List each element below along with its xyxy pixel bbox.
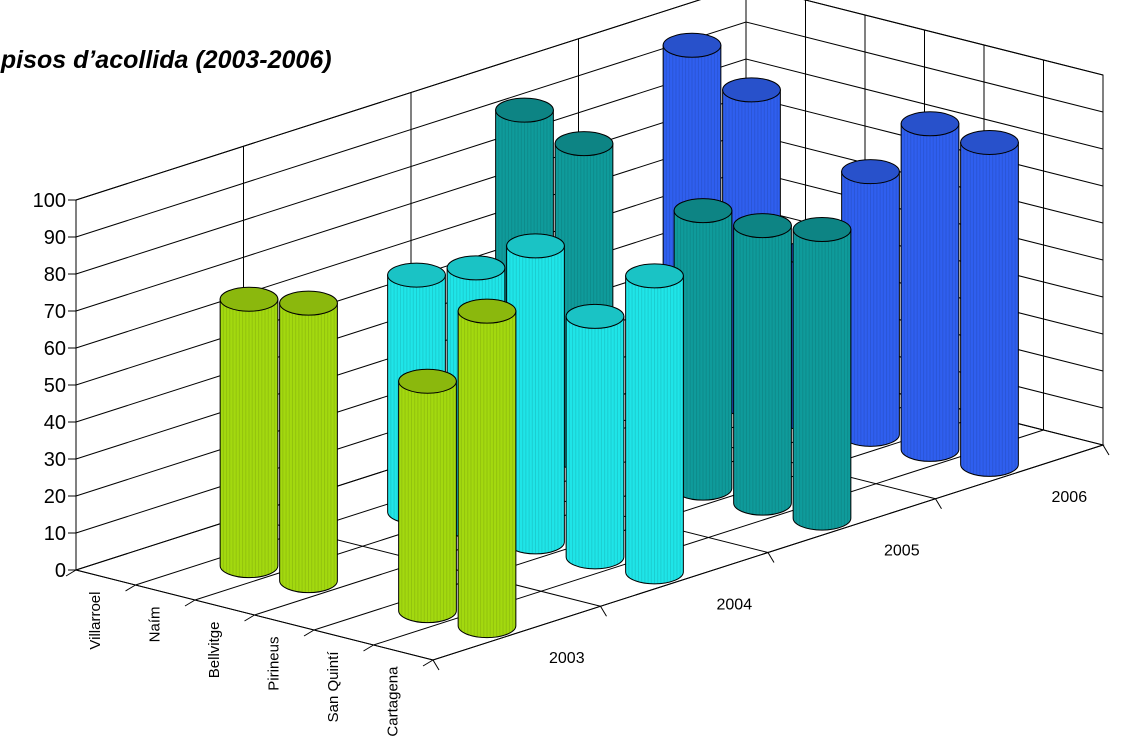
chart-cylinders	[219, 32, 1019, 639]
cylinder-2003-naim	[219, 286, 279, 579]
y-tick-label: 40	[44, 412, 66, 434]
cylinder-top	[792, 217, 852, 243]
depth-tick	[935, 498, 942, 510]
cylinder-2005-cartagena	[792, 217, 852, 531]
x-tick-label-bellvitge: Bellvitge	[206, 622, 223, 679]
cylinder-top	[722, 77, 781, 103]
cylinder-body	[733, 225, 792, 516]
y-tick-label: 60	[44, 338, 66, 360]
x-tick-label-villarroel: Villarroel	[87, 592, 104, 650]
cylinder-body	[625, 275, 684, 585]
chart-axis-labels: 0 10 20 30 40 50 60 70 80 90 100 Villarroel Naím Bell…	[33, 190, 1088, 737]
y-tick-label: 50	[44, 375, 66, 397]
x-tick-label-san-quinti: San Quintí	[325, 651, 342, 723]
cylinder-body	[398, 380, 457, 624]
cylinder-top	[565, 303, 625, 329]
cylinder-2005-san-quinti	[733, 213, 792, 516]
cylinder-top	[662, 32, 722, 58]
cylinder-top	[387, 262, 446, 288]
x-tick	[184, 599, 196, 607]
cylinder-top	[495, 97, 554, 123]
depth-tick	[600, 605, 607, 617]
y-tick-label: 0	[55, 560, 66, 582]
cylinder-top	[900, 111, 960, 137]
x-tick	[422, 659, 434, 667]
cylinder-2003-bellvitge	[279, 290, 338, 594]
cylinder-2006-san-quinti	[900, 111, 960, 462]
cylinder-2004-cartagena	[625, 263, 684, 585]
series-label-2005: 2005	[884, 543, 920, 560]
y-tick-label: 10	[44, 523, 66, 545]
cylinder-body	[960, 141, 1019, 477]
y-tick-label: 70	[44, 301, 66, 323]
y-tick-label: 30	[44, 449, 66, 471]
series-label-2006: 2006	[1052, 489, 1088, 506]
cylinder-body	[457, 310, 517, 639]
x-tick-label-naim: Naím	[146, 607, 163, 643]
cylinder-top	[398, 368, 457, 394]
x-tick	[65, 569, 77, 577]
cylinder-top	[279, 290, 338, 316]
series-label-2003: 2003	[549, 650, 585, 667]
depth-tick	[432, 659, 440, 671]
cylinder-top	[219, 286, 279, 312]
chart-title: s pisos d’acollida (2003-2006)	[0, 46, 332, 74]
y-tick-label: 90	[44, 227, 66, 249]
y-tick-label: 100	[33, 190, 66, 212]
y-tick-label: 20	[44, 486, 66, 508]
cylinder-top	[446, 255, 506, 281]
series-label-2004: 2004	[717, 596, 753, 613]
x-tick	[125, 584, 136, 592]
cylinder-top	[733, 213, 792, 239]
x-tick	[303, 629, 315, 637]
cylinder-top	[960, 129, 1019, 155]
cylinder-body	[219, 298, 279, 579]
cylinder-top	[841, 159, 900, 185]
cylinder-2006-cartagena	[960, 129, 1019, 477]
y-tick-label: 80	[44, 264, 66, 286]
cylinder-top	[625, 263, 684, 289]
cylinder-body	[792, 229, 852, 531]
x-tick-label-cartagena: Cartagena	[384, 666, 401, 737]
cylinder-body	[565, 315, 625, 570]
x-tick	[363, 644, 374, 652]
cylinder-top	[506, 233, 565, 259]
x-tick	[244, 614, 255, 622]
cylinder-top	[457, 298, 517, 324]
cylinder-2003-cartagena	[457, 298, 517, 639]
depth-tick	[767, 552, 775, 563]
x-tick-label-pirineus: Pirineus	[265, 637, 282, 691]
cylinder-body	[900, 123, 960, 462]
cylinder-2004-san-quinti	[565, 303, 625, 570]
cylinder-body	[279, 302, 338, 594]
chart-axes	[65, 199, 1110, 671]
cylinder-top	[554, 131, 614, 157]
depth-tick	[1102, 444, 1110, 456]
cylinder-top	[673, 198, 733, 224]
cylinder-2003-san-quinti	[398, 368, 457, 624]
